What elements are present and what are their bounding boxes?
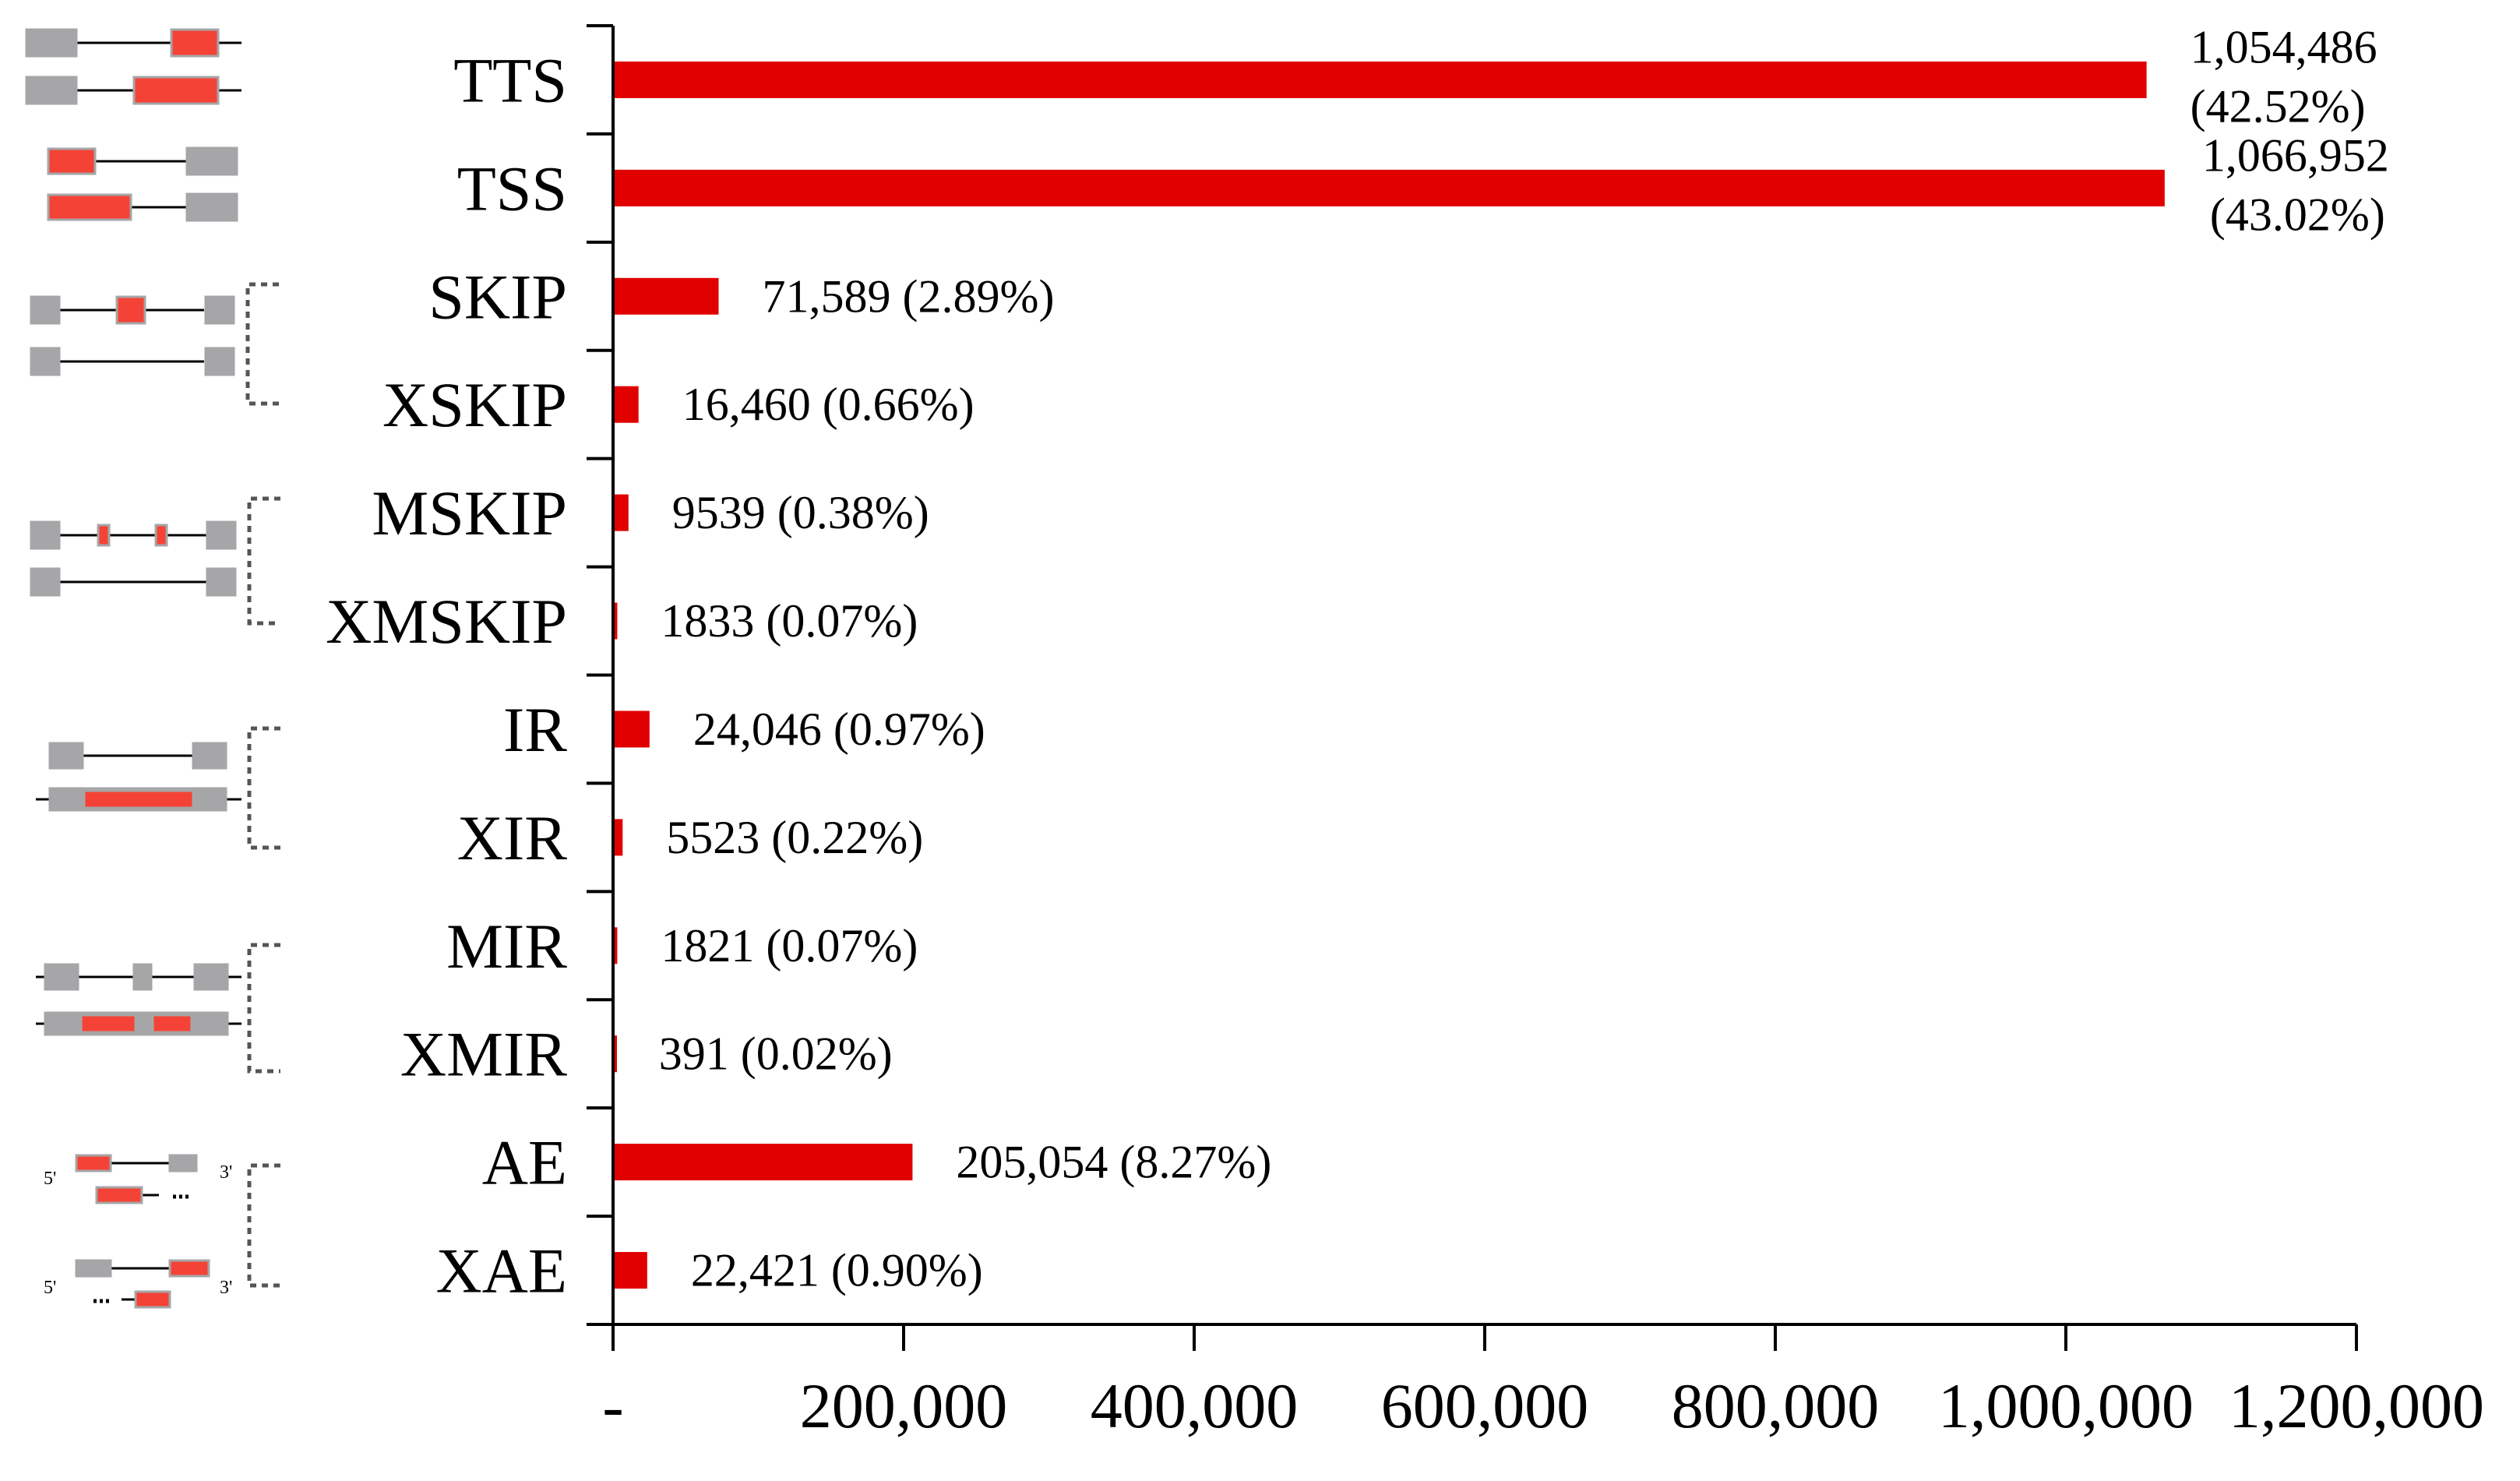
data-label: 16,460 (0.66%) xyxy=(682,379,975,430)
strand-label: 5' xyxy=(44,1169,56,1189)
highlight-exon xyxy=(134,1290,171,1309)
x-tick-label: 400,000 xyxy=(1091,1370,1299,1441)
strand-label: 5' xyxy=(44,1278,56,1298)
data-label: (42.52%) xyxy=(2190,80,2366,132)
x-tick-label: - xyxy=(602,1370,623,1441)
exon-box xyxy=(30,567,61,597)
exon-box xyxy=(206,567,237,597)
data-label: 9539 (0.38%) xyxy=(672,487,929,538)
category-label: XSKIP xyxy=(382,369,567,440)
x-tick-label: 800,000 xyxy=(1672,1370,1880,1441)
highlight-exon xyxy=(97,524,111,547)
data-label: 22,421 (0.90%) xyxy=(691,1245,983,1296)
bar-tss xyxy=(615,169,2165,206)
data-label: 1833 (0.07%) xyxy=(661,595,918,647)
highlight-exon xyxy=(75,1154,112,1172)
exon-box xyxy=(204,347,235,376)
bar-xmir xyxy=(615,1035,617,1073)
schematic-bracket xyxy=(247,943,280,1074)
bar-mir xyxy=(615,927,618,964)
bar-skip xyxy=(615,277,719,315)
bar-xir xyxy=(615,819,623,856)
exon-box xyxy=(204,295,235,325)
exon-box xyxy=(192,742,227,770)
exon-box xyxy=(132,963,153,991)
category-label: SKIP xyxy=(428,261,567,332)
category-label: AE xyxy=(482,1127,567,1198)
data-label: 24,046 (0.97%) xyxy=(693,703,985,755)
x-tick-label: 200,000 xyxy=(800,1370,1008,1441)
exon-box xyxy=(185,192,238,222)
strand-label: 3' xyxy=(220,1278,232,1298)
x-tick-label: 1,200,000 xyxy=(2229,1370,2484,1441)
x-tick-label: 600,000 xyxy=(1381,1370,1589,1441)
bar-ir xyxy=(615,711,650,748)
data-label: 205,054 (8.27%) xyxy=(956,1137,1271,1188)
highlight-exon xyxy=(47,193,132,221)
data-label: (43.02%) xyxy=(2210,189,2385,240)
category-label: MSKIP xyxy=(372,478,567,548)
category-label: XAE xyxy=(435,1236,567,1306)
exon-box xyxy=(75,1259,112,1278)
bar-xae xyxy=(615,1252,647,1289)
category-label: XMIR xyxy=(400,1019,567,1090)
highlight-exon xyxy=(170,28,220,58)
highlight-exon xyxy=(168,1259,210,1278)
exon-box xyxy=(30,347,61,376)
data-label: 1,066,952 xyxy=(2202,129,2389,181)
bar-xskip xyxy=(615,386,639,423)
category-label: IR xyxy=(503,694,567,765)
category-label: TSS xyxy=(457,153,567,224)
data-label: 391 (0.02%) xyxy=(659,1028,893,1080)
schematic-bracket xyxy=(247,1163,280,1288)
x-tick-label: 1,000,000 xyxy=(1938,1370,2194,1441)
bar-xmskip xyxy=(615,602,618,640)
data-label: 71,589 (2.89%) xyxy=(763,270,1055,322)
highlight-exon xyxy=(132,76,220,105)
exon-box xyxy=(44,963,79,991)
schematic-bracket xyxy=(247,726,280,850)
exon-box xyxy=(30,295,61,325)
exon-box xyxy=(30,520,61,550)
category-label: TTS xyxy=(453,44,567,115)
category-label: MIR xyxy=(446,911,567,982)
data-label: 1821 (0.07%) xyxy=(661,920,918,971)
strand-label: 3' xyxy=(220,1162,232,1183)
bar-mskip xyxy=(615,494,629,531)
schematic-bracket xyxy=(247,496,280,626)
highlight-exon xyxy=(95,1186,143,1204)
highlight-exon xyxy=(115,295,146,325)
exon-box xyxy=(25,28,78,58)
bar-ae xyxy=(615,1144,913,1181)
exon-box xyxy=(168,1154,198,1172)
highlight-exon xyxy=(79,1014,137,1034)
exon-box xyxy=(193,963,229,991)
category-label: XMSKIP xyxy=(326,586,567,657)
data-label: 5523 (0.22%) xyxy=(666,812,923,863)
highlight-exon xyxy=(151,1014,193,1034)
data-label: 1,054,486 xyxy=(2190,21,2377,72)
highlight-exon xyxy=(47,147,97,175)
highlight-exon xyxy=(154,524,168,547)
bar-tts xyxy=(615,61,2147,98)
exon-box xyxy=(25,76,78,105)
exon-box xyxy=(185,146,238,176)
schematic-bracket xyxy=(245,282,279,406)
exon-box xyxy=(206,520,237,550)
exon-box xyxy=(48,742,84,770)
highlight-exon xyxy=(83,789,195,809)
category-label: XIR xyxy=(457,802,568,873)
